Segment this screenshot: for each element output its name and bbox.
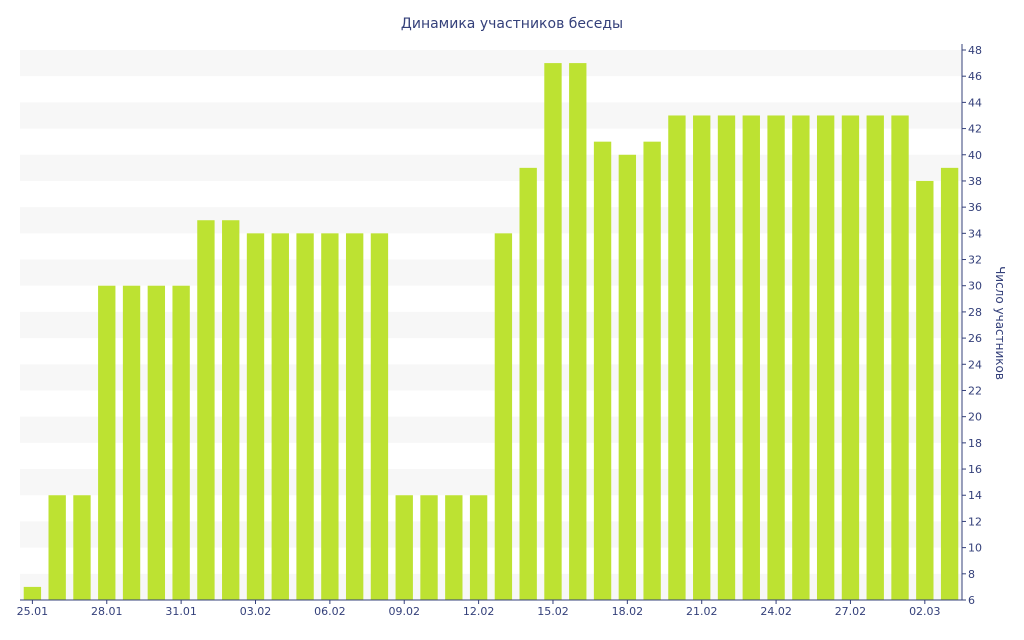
bar-03.02 [246, 233, 265, 601]
y-axis: 6 8 10 12 14 16 18 20 22 24 26 28 30 32 34 36 38 40 42 44 46… [961, 44, 982, 607]
x-tick-label: 24.02 [760, 605, 792, 618]
y-tick-label: 10 [968, 542, 982, 555]
bar-11.02 [445, 495, 463, 600]
y-axis-label: Число участников [993, 266, 1007, 380]
bar-28.02 [866, 115, 884, 600]
bar-20.02 [668, 115, 686, 600]
y-tick-label: 44 [968, 96, 982, 109]
y-tick-label: 20 [968, 411, 982, 424]
bar-26.02 [816, 115, 835, 600]
y-tick-label: 28 [968, 306, 982, 319]
y-tick-label: 24 [968, 358, 982, 371]
x-tick-label: 27.02 [835, 605, 867, 618]
x-tick-label: 09.02 [388, 605, 420, 618]
y-tick-label: 34 [968, 227, 982, 240]
x-tick-label: 31.01 [165, 605, 197, 618]
bar-13.02 [494, 233, 513, 601]
bar-28.01 [98, 285, 116, 600]
y-tick-label: 40 [968, 149, 982, 162]
y-tick-label: 36 [968, 201, 982, 214]
y-tick-label: 16 [968, 463, 982, 476]
x-tick-label: 15.02 [537, 605, 569, 618]
bar-17.02 [593, 141, 612, 600]
chart-title: Динамика участников беседы [401, 16, 623, 32]
bar-16.02 [569, 63, 587, 601]
y-tick-label: 12 [968, 515, 982, 528]
bar-05.02 [296, 233, 314, 601]
y-tick-label: 30 [968, 280, 982, 293]
x-tick-label: 25.01 [17, 605, 49, 618]
bar-22.02 [717, 115, 736, 600]
y-tick-label: 48 [968, 44, 982, 57]
bar-12.02 [469, 495, 488, 600]
bar-06.02 [321, 233, 339, 601]
bar-25.02 [792, 115, 810, 600]
bar-31.01 [172, 285, 190, 600]
y-tick-label: 32 [968, 254, 982, 267]
bar-27.02 [841, 115, 860, 600]
bar-24.02 [767, 115, 785, 600]
bar-04.02 [271, 233, 289, 601]
x-tick-label: 21.02 [686, 605, 718, 618]
x-tick-label: 02.03 [909, 605, 941, 618]
x-tick-label: 03.02 [240, 605, 272, 618]
bar-27.01 [73, 495, 91, 600]
y-tick-label: 14 [968, 489, 982, 502]
bar-01.03 [891, 115, 909, 600]
bar-03.03 [940, 167, 959, 600]
bar-02.02 [222, 220, 240, 600]
bar-18.02 [618, 154, 637, 600]
x-tick-label: 12.02 [463, 605, 495, 618]
bar-15.02 [544, 63, 562, 601]
bars-group [23, 63, 959, 601]
bar-25.01 [23, 586, 42, 600]
x-tick-label: 28.01 [91, 605, 123, 618]
bar-07.02 [345, 233, 364, 601]
y-tick-label: 18 [968, 437, 982, 450]
y-tick-label: 6 [968, 594, 975, 607]
bar-02.03 [916, 180, 934, 600]
y-tick-label: 8 [968, 568, 975, 581]
bar-01.02 [197, 220, 215, 600]
bar-19.02 [643, 141, 661, 600]
bar-29.01 [122, 285, 141, 600]
y-tick-label: 22 [968, 384, 982, 397]
bar-23.02 [742, 115, 760, 600]
bar-08.02 [370, 233, 389, 601]
y-tick-label: 26 [968, 332, 982, 345]
grid-band [20, 50, 962, 77]
bar-30.01 [147, 285, 166, 600]
bar-10.02 [420, 495, 438, 600]
bar-21.02 [693, 115, 711, 600]
bar-26.01 [48, 495, 66, 600]
y-tick-label: 42 [968, 123, 982, 136]
y-tick-label: 46 [968, 70, 982, 83]
x-tick-label: 06.02 [314, 605, 346, 618]
x-axis: 25.01 28.01 31.01 03.02 06.02 09.02 12.02 15.02… [17, 599, 962, 618]
y-tick-label: 38 [968, 175, 982, 188]
x-tick-label: 18.02 [612, 605, 644, 618]
bar-09.02 [395, 495, 413, 600]
bar-14.02 [519, 167, 537, 600]
